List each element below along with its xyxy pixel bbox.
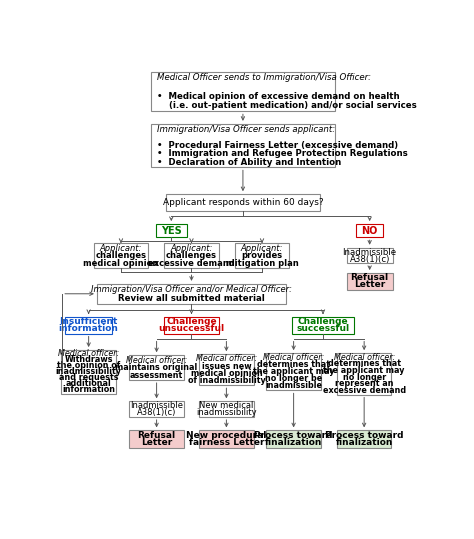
Bar [337, 353, 392, 395]
Text: finalization: finalization [265, 438, 322, 447]
Bar [164, 317, 219, 334]
Text: excessive demand: excessive demand [148, 259, 235, 268]
Bar [97, 284, 286, 304]
Text: Medical Officer sends to Immigration/Visa Officer:: Medical Officer sends to Immigration/Vis… [156, 73, 371, 82]
Text: Medical officer:: Medical officer: [126, 356, 187, 364]
Text: medical opinion: medical opinion [83, 259, 159, 268]
Text: YES: YES [161, 226, 182, 236]
Text: assessment: assessment [130, 371, 183, 379]
Text: Applicant:: Applicant: [170, 244, 213, 253]
Bar [199, 354, 254, 385]
Bar [151, 72, 335, 112]
Text: fairness Letter: fairness Letter [189, 438, 264, 447]
Text: challenges: challenges [95, 251, 146, 260]
Bar [337, 430, 392, 448]
Text: •  Immigration and Refugee Protection Regulations: • Immigration and Refugee Protection Reg… [156, 149, 407, 158]
Text: •  Procedural Fairness Letter (excessive demand): • Procedural Fairness Letter (excessive … [156, 141, 398, 150]
Bar [235, 243, 289, 268]
Text: Medical officer:: Medical officer: [334, 353, 395, 362]
Text: inadmissible: inadmissible [265, 382, 322, 390]
Bar [292, 317, 354, 334]
Bar [266, 430, 321, 448]
Text: medical opinion: medical opinion [191, 369, 262, 378]
Text: Refusal: Refusal [137, 431, 176, 440]
Bar [129, 355, 184, 380]
Text: Applicant responds within 60 days?: Applicant responds within 60 days? [163, 198, 323, 207]
Text: excessive demand: excessive demand [323, 386, 406, 395]
Text: (i.e. out-patient medication) and/or social services: (i.e. out-patient medication) and/or soc… [156, 101, 416, 110]
Text: finalization: finalization [336, 438, 393, 447]
Text: Inadmissible: Inadmissible [130, 401, 183, 410]
Text: Process toward: Process toward [255, 431, 333, 440]
Text: no longer be: no longer be [265, 375, 322, 383]
Text: Inadmissible: Inadmissible [343, 247, 397, 257]
Bar [346, 248, 392, 264]
Text: Medical officer:: Medical officer: [263, 353, 324, 362]
Text: Process toward: Process toward [325, 431, 403, 440]
Text: •  Declaration of Ability and Intention: • Declaration of Ability and Intention [156, 157, 341, 167]
Text: •  Medical opinion of excessive demand on health: • Medical opinion of excessive demand on… [156, 92, 399, 101]
Text: information: information [62, 385, 115, 394]
Text: provides: provides [241, 251, 283, 260]
Text: additional: additional [66, 379, 111, 388]
Text: the opinion of: the opinion of [57, 361, 120, 370]
Bar [129, 430, 184, 448]
Text: the applicant may: the applicant may [323, 366, 405, 375]
Bar [129, 401, 184, 417]
Text: Immigration/Visa Officer and/or Medical Officer:: Immigration/Visa Officer and/or Medical … [91, 285, 292, 294]
Text: no longer: no longer [343, 372, 386, 382]
Bar [199, 430, 254, 448]
Bar [94, 243, 148, 268]
Text: successful: successful [296, 324, 349, 334]
Text: Withdraws: Withdraws [64, 355, 113, 364]
Text: unsuccessful: unsuccessful [158, 324, 225, 334]
Bar [199, 401, 254, 417]
Text: information: information [59, 324, 118, 334]
Text: Applicant:: Applicant: [241, 244, 283, 253]
Text: NO: NO [362, 226, 378, 236]
Text: A38(1)(c): A38(1)(c) [349, 254, 390, 264]
Text: A38(1)(c): A38(1)(c) [137, 408, 176, 417]
Bar [166, 194, 320, 211]
Text: Letter: Letter [141, 438, 172, 447]
Text: Challenge: Challenge [298, 317, 348, 326]
Text: Medical officer:: Medical officer: [196, 354, 257, 363]
Text: Applicant:: Applicant: [100, 244, 142, 253]
Text: New medical: New medical [199, 401, 254, 410]
Text: challenges: challenges [166, 251, 217, 260]
Text: Insufficient: Insufficient [59, 317, 118, 326]
Text: New procedural: New procedural [186, 431, 266, 440]
Bar [164, 243, 219, 268]
Bar [356, 224, 383, 237]
Text: determines that: determines that [328, 360, 401, 369]
Text: inadmissibility: inadmissibility [196, 408, 257, 417]
Text: Immigration/Visa Officer sends applicant:: Immigration/Visa Officer sends applicant… [156, 125, 335, 134]
Bar [151, 124, 335, 168]
Text: Medical officer:: Medical officer: [58, 349, 119, 358]
Text: represent an: represent an [335, 379, 393, 388]
Bar [65, 317, 112, 334]
Text: mitigation plan: mitigation plan [226, 259, 299, 268]
Bar [266, 353, 321, 390]
Text: maintains original: maintains original [116, 363, 198, 372]
Text: Refusal: Refusal [351, 273, 389, 282]
Text: issues new: issues new [201, 362, 251, 371]
Text: Challenge: Challenge [166, 317, 217, 326]
Text: inadmissibility: inadmissibility [55, 367, 122, 376]
Text: the applicant may: the applicant may [253, 367, 334, 376]
Bar [62, 350, 116, 393]
Text: of inadmissibility: of inadmissibility [188, 376, 265, 385]
Bar [155, 224, 187, 237]
Text: determines that: determines that [257, 360, 330, 369]
Text: and requests: and requests [59, 374, 118, 382]
Bar [346, 273, 392, 289]
Text: Review all submitted material: Review all submitted material [118, 294, 265, 302]
Text: Letter: Letter [354, 280, 385, 289]
